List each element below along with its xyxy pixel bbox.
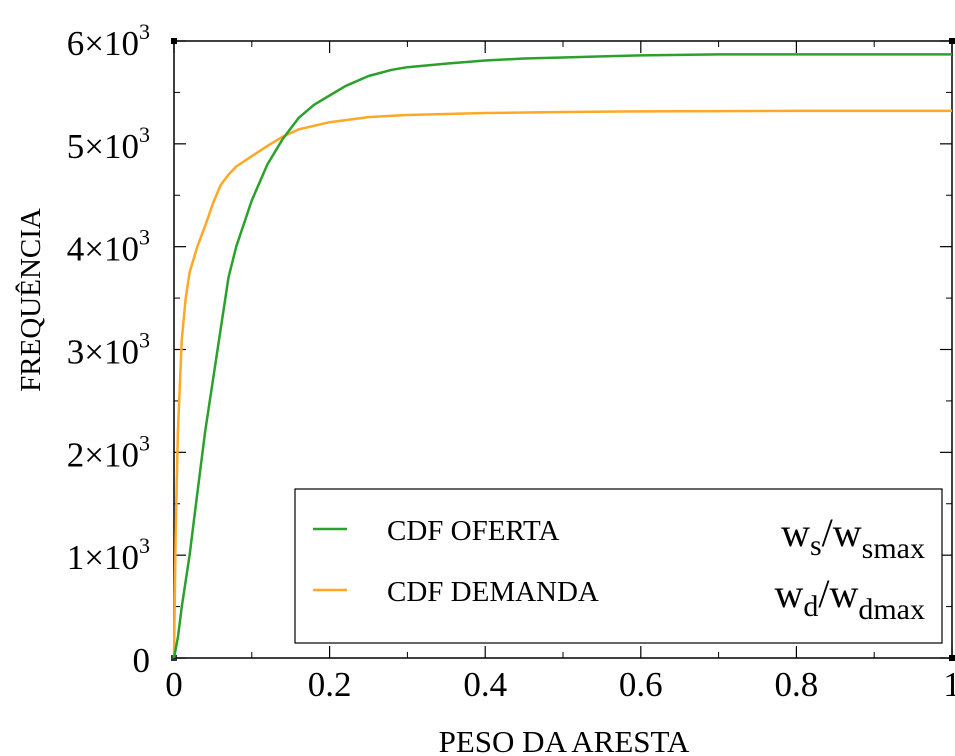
y-tick-label: 6×103 [67, 19, 150, 63]
x-tick-label: 0.2 [308, 665, 352, 704]
series-line-demanda [172, 109, 952, 659]
x-axis-ticks: 0 0.2 0.4 0.6 0.8 1 [165, 41, 955, 704]
y-tick-label: 3×103 [67, 328, 150, 372]
y-tick-label: 0 [133, 641, 151, 680]
series-line-oferta [172, 53, 952, 659]
y-axis-label: FREQUÊNCIA [14, 208, 47, 392]
x-tick-label: 0.6 [619, 665, 663, 704]
legend-formula: ws/wsmax [781, 510, 925, 565]
legend-box [294, 488, 943, 644]
series-lines [172, 53, 952, 659]
legend-formula: wd/wdmax [774, 571, 925, 626]
y-tick-label: 1×103 [67, 533, 150, 577]
x-tick-label: 0.8 [775, 665, 819, 704]
x-tick-label: 0.4 [463, 665, 507, 704]
x-tick-label: 1 [943, 665, 955, 704]
x-tick-label: 0 [165, 665, 183, 704]
legend: CDF OFERTA ws/wsmax CDF DEMANDA wd/wdmax [294, 488, 943, 644]
y-tick-label: 4×103 [67, 225, 150, 269]
y-axis-ticks: 0 1×103 2×103 3×103 4×103 5×103 6×103 [67, 19, 952, 680]
x-axis-label: PESO DA ARESTA [439, 724, 690, 756]
legend-label: CDF OFERTA [387, 515, 559, 547]
legend-label: CDF DEMANDA [387, 576, 599, 608]
y-tick-label: 5×103 [67, 122, 150, 166]
y-tick-label: 2×103 [67, 430, 150, 474]
